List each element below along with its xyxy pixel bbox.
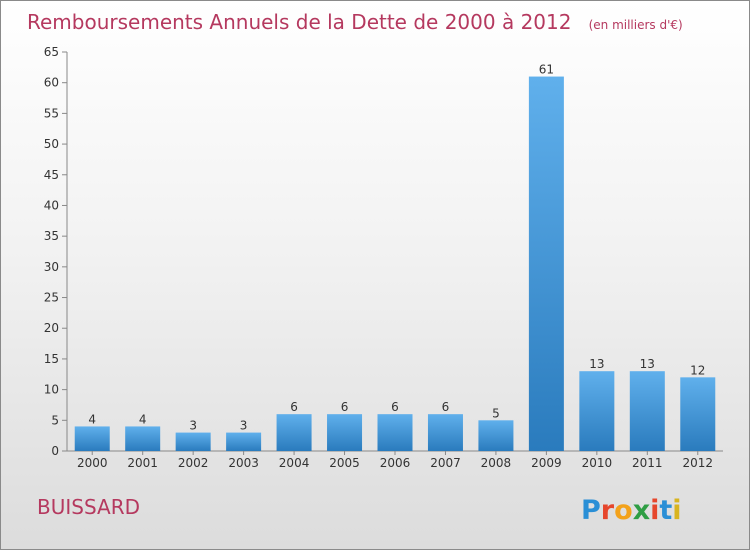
bar: [175, 432, 211, 451]
bar: [125, 426, 161, 451]
x-tick-label: 2010: [582, 456, 613, 470]
bar: [427, 414, 463, 451]
logo-letter: r: [601, 495, 615, 526]
logo-letter: x: [633, 495, 650, 526]
bar-data-label: 5: [492, 406, 500, 420]
proxiti-logo: Proxiti: [581, 495, 682, 526]
y-tick-label: 40: [44, 198, 59, 212]
y-tick-label: 65: [44, 45, 59, 59]
x-tick-label: 2002: [178, 456, 209, 470]
y-tick-label: 20: [44, 321, 59, 335]
logo-letter: t: [659, 495, 672, 526]
bar-data-label: 4: [139, 412, 147, 426]
logo-letter: P: [581, 495, 601, 526]
bar: [680, 377, 716, 451]
bar-data-label: 6: [341, 400, 349, 414]
bar-data-label: 13: [589, 357, 604, 371]
x-tick-label: 2012: [682, 456, 713, 470]
bar-data-label: 13: [640, 357, 655, 371]
y-tick-label: 0: [51, 444, 59, 458]
y-tick-label: 25: [44, 291, 59, 305]
x-tick-label: 2003: [228, 456, 259, 470]
bar-data-label: 3: [189, 419, 197, 433]
x-tick-label: 2001: [127, 456, 158, 470]
x-tick-label: 2011: [632, 456, 663, 470]
y-tick-label: 50: [44, 137, 59, 151]
commune-name: BUISSARD: [37, 495, 140, 519]
logo-letter: o: [614, 495, 633, 526]
bar: [478, 420, 514, 451]
x-tick-label: 2006: [380, 456, 411, 470]
bar: [226, 432, 262, 451]
y-tick-label: 30: [44, 260, 59, 274]
bar: [629, 371, 665, 451]
y-tick-label: 5: [51, 413, 59, 427]
y-tick-label: 10: [44, 383, 59, 397]
bars: 4 4 3 3 6 6 6 6 5 61 13 13 12: [74, 63, 716, 452]
bar-data-label: 12: [690, 363, 705, 377]
x-tick-label: 2005: [329, 456, 360, 470]
x-tick-label: 2008: [481, 456, 512, 470]
x-tick-label: 2000: [77, 456, 108, 470]
logo-letter: i: [650, 495, 659, 526]
bar-data-label: 3: [240, 419, 248, 433]
bar: [74, 426, 110, 451]
y-tick-label: 35: [44, 229, 59, 243]
chart-title-main: Remboursements Annuels de la Dette de 20…: [27, 10, 571, 34]
x-tick-label: 2007: [430, 456, 461, 470]
y-tick-label: 45: [44, 168, 59, 182]
y-tick-label: 15: [44, 352, 59, 366]
y-tick-label: 60: [44, 76, 59, 90]
bar-data-label: 6: [290, 400, 298, 414]
bar: [377, 414, 413, 451]
bar: [579, 371, 615, 451]
x-tick-label: 2009: [531, 456, 562, 470]
bar-data-label: 4: [88, 412, 96, 426]
chart-title-unit: (en milliers d'€): [589, 18, 683, 32]
bar-data-label: 6: [442, 400, 450, 414]
logo-letter: i: [672, 495, 681, 526]
y-tick-label: 55: [44, 106, 59, 120]
bar: [327, 414, 363, 451]
bar-data-label: 61: [539, 63, 554, 77]
x-tick-label: 2004: [279, 456, 310, 470]
bar: [528, 76, 564, 452]
chart-title: Remboursements Annuels de la Dette de 20…: [27, 10, 683, 34]
bar: [276, 414, 312, 451]
bar-data-label: 6: [391, 400, 399, 414]
